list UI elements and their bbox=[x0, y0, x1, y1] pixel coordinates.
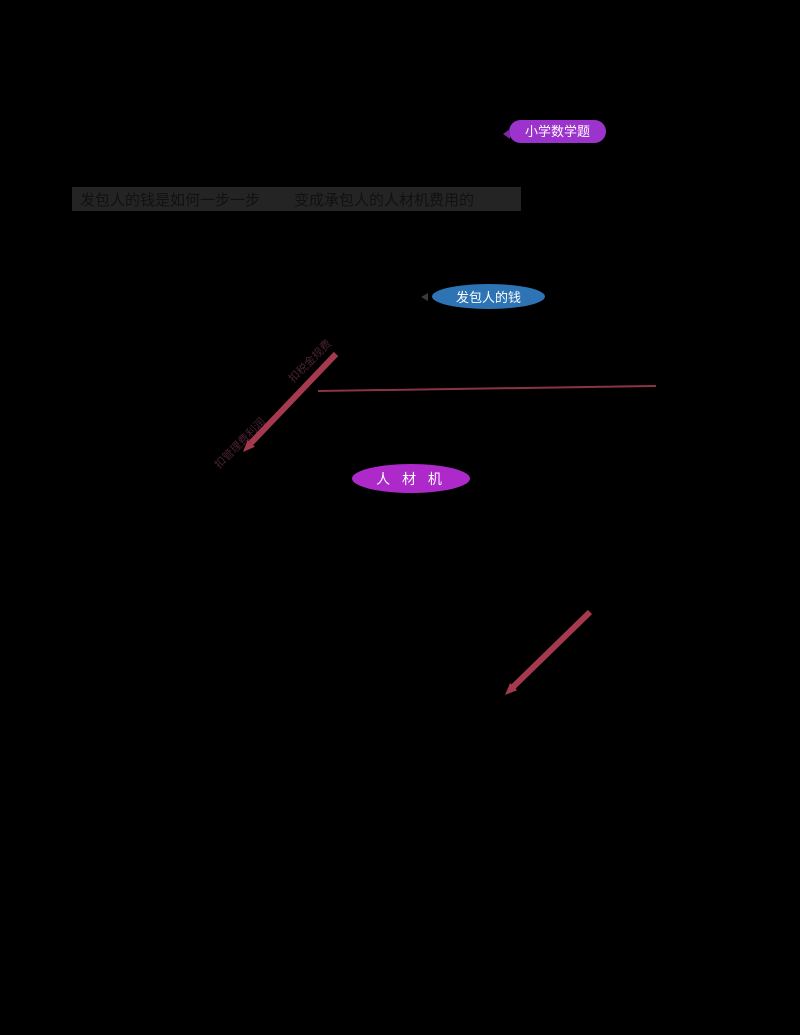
arrow-annotation-bottom: 扣管理费利润 bbox=[212, 416, 268, 472]
arrow-line-2 bbox=[510, 609, 593, 690]
callout-badge: 小学数学题 bbox=[503, 120, 606, 143]
thin-line bbox=[317, 385, 657, 392]
callout-tail-icon bbox=[503, 129, 510, 139]
node-labor-material-machine: 人 材 机 bbox=[352, 464, 470, 493]
node-owner-money: 发包人的钱 bbox=[421, 284, 545, 309]
arrow-head-2-icon bbox=[505, 683, 518, 695]
arrow-annotation-top: 扣税金规费 bbox=[286, 337, 335, 386]
connector-arrow-icon bbox=[421, 293, 428, 301]
title-text-right: 变成承包人的人材机费用的 bbox=[294, 191, 475, 209]
title-text-left: 发包人的钱是如何一步一步 bbox=[80, 191, 261, 209]
title-bar: 发包人的钱是如何一步一步 变成承包人的人材机费用的 bbox=[72, 187, 521, 211]
node-labor-material-machine-label: 人 材 机 bbox=[376, 470, 446, 487]
callout-badge-label: 小学数学题 bbox=[524, 124, 590, 139]
node-owner-money-label: 发包人的钱 bbox=[455, 290, 521, 305]
